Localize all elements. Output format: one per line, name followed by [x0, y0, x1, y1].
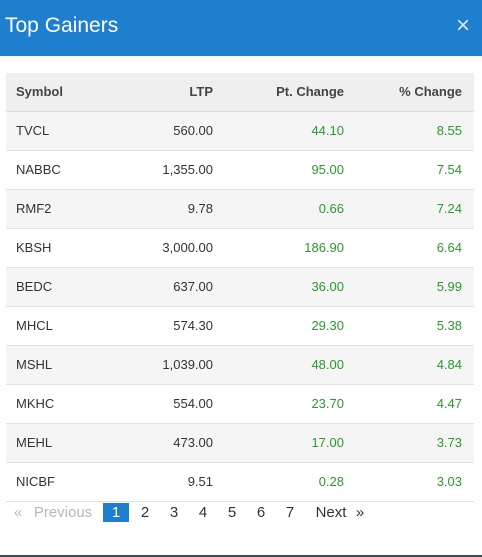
ltp-cell: 637.00: [173, 279, 213, 294]
header-pt-change: Pt. Change: [213, 73, 344, 112]
ltp-cell: 9.78: [187, 201, 213, 216]
table-row[interactable]: MSHL 1,039.00 48.00 4.84: [6, 345, 474, 384]
pt-change-cell: 44.10: [311, 123, 344, 138]
table-row[interactable]: RMF2 9.78 0.66 7.24: [6, 189, 474, 228]
symbol-cell: MEHL: [16, 435, 53, 450]
page-button-6[interactable]: 6: [256, 504, 266, 521]
symbol-cell: KBSH: [16, 240, 52, 255]
symbol-cell: NICBF: [16, 474, 55, 489]
gainers-table: Symbol LTP Pt. Change % Change TVCL 560.…: [6, 73, 474, 502]
ltp-cell: 3,000.00: [162, 240, 213, 255]
page-button-5[interactable]: 5: [227, 504, 237, 521]
symbol-cell: RMF2: [16, 201, 52, 216]
ltp-cell: 560.00: [173, 123, 213, 138]
table-row[interactable]: TVCL 560.00 44.10 8.55: [6, 111, 474, 150]
close-icon[interactable]: ×: [455, 12, 470, 39]
page-button-2[interactable]: 2: [140, 504, 150, 521]
next-arrow-icon[interactable]: »: [355, 504, 365, 521]
pct-change-cell: 3.03: [436, 474, 462, 489]
pct-change-cell: 4.47: [436, 396, 462, 411]
header-symbol: Symbol: [6, 73, 126, 112]
modal-header: Top Gainers ×: [0, 0, 482, 56]
pt-change-cell: 29.30: [311, 318, 344, 333]
page-button-1[interactable]: 1: [103, 503, 129, 522]
pct-change-cell: 5.99: [436, 279, 462, 294]
pct-change-cell: 8.55: [436, 123, 462, 138]
table-row[interactable]: KBSH 3,000.00 186.90 6.64: [6, 228, 474, 267]
ltp-cell: 473.00: [173, 435, 213, 450]
pct-change-cell: 4.84: [436, 357, 462, 372]
ltp-cell: 1,355.00: [162, 162, 213, 177]
symbol-cell: BEDC: [16, 279, 53, 294]
ltp-cell: 9.51: [187, 474, 213, 489]
pt-change-cell: 17.00: [311, 435, 344, 450]
table-row[interactable]: BEDC 637.00 36.00 5.99: [6, 267, 474, 306]
pt-change-cell: 186.90: [304, 240, 344, 255]
pt-change-cell: 48.00: [311, 357, 344, 372]
ltp-cell: 554.00: [173, 396, 213, 411]
table-row[interactable]: MEHL 473.00 17.00 3.73: [6, 423, 474, 462]
pct-change-cell: 5.38: [436, 318, 462, 333]
bottom-divider: [0, 555, 482, 557]
pct-change-cell: 7.54: [436, 162, 462, 177]
table-row[interactable]: MHCL 574.30 29.30 5.38: [6, 306, 474, 345]
table-row[interactable]: NABBC 1,355.00 95.00 7.54: [6, 150, 474, 189]
pct-change-cell: 6.64: [436, 240, 462, 255]
next-page-button[interactable]: Next: [315, 504, 347, 521]
gainers-table-container: Symbol LTP Pt. Change % Change TVCL 560.…: [6, 73, 474, 502]
ltp-cell: 574.30: [173, 318, 213, 333]
previous-page-button: Previous: [33, 504, 93, 521]
symbol-cell: MSHL: [16, 357, 53, 372]
symbol-cell: TVCL: [16, 123, 50, 138]
pt-change-cell: 0.66: [318, 201, 344, 216]
page-button-7[interactable]: 7: [285, 504, 295, 521]
pt-change-cell: 0.28: [318, 474, 344, 489]
ltp-cell: 1,039.00: [162, 357, 213, 372]
table-row[interactable]: NICBF 9.51 0.28 3.03: [6, 462, 474, 501]
table-row[interactable]: MKHC 554.00 23.70 4.47: [6, 384, 474, 423]
pagination: « Previous 1 2 3 4 5 6 7 Next »: [0, 500, 482, 526]
table-header-row: Symbol LTP Pt. Change % Change: [6, 73, 474, 112]
page-button-3[interactable]: 3: [169, 504, 179, 521]
header-pct-change: % Change: [344, 73, 474, 112]
symbol-cell: MHCL: [16, 318, 53, 333]
pct-change-cell: 7.24: [436, 201, 462, 216]
pt-change-cell: 95.00: [311, 162, 344, 177]
page-button-4[interactable]: 4: [198, 504, 208, 521]
symbol-cell: MKHC: [16, 396, 55, 411]
modal-title: Top Gainers: [5, 14, 119, 37]
pt-change-cell: 23.70: [311, 396, 344, 411]
symbol-cell: NABBC: [16, 162, 61, 177]
previous-arrow-icon: «: [13, 504, 23, 521]
pct-change-cell: 3.73: [436, 435, 462, 450]
pt-change-cell: 36.00: [311, 279, 344, 294]
header-ltp: LTP: [126, 73, 213, 112]
